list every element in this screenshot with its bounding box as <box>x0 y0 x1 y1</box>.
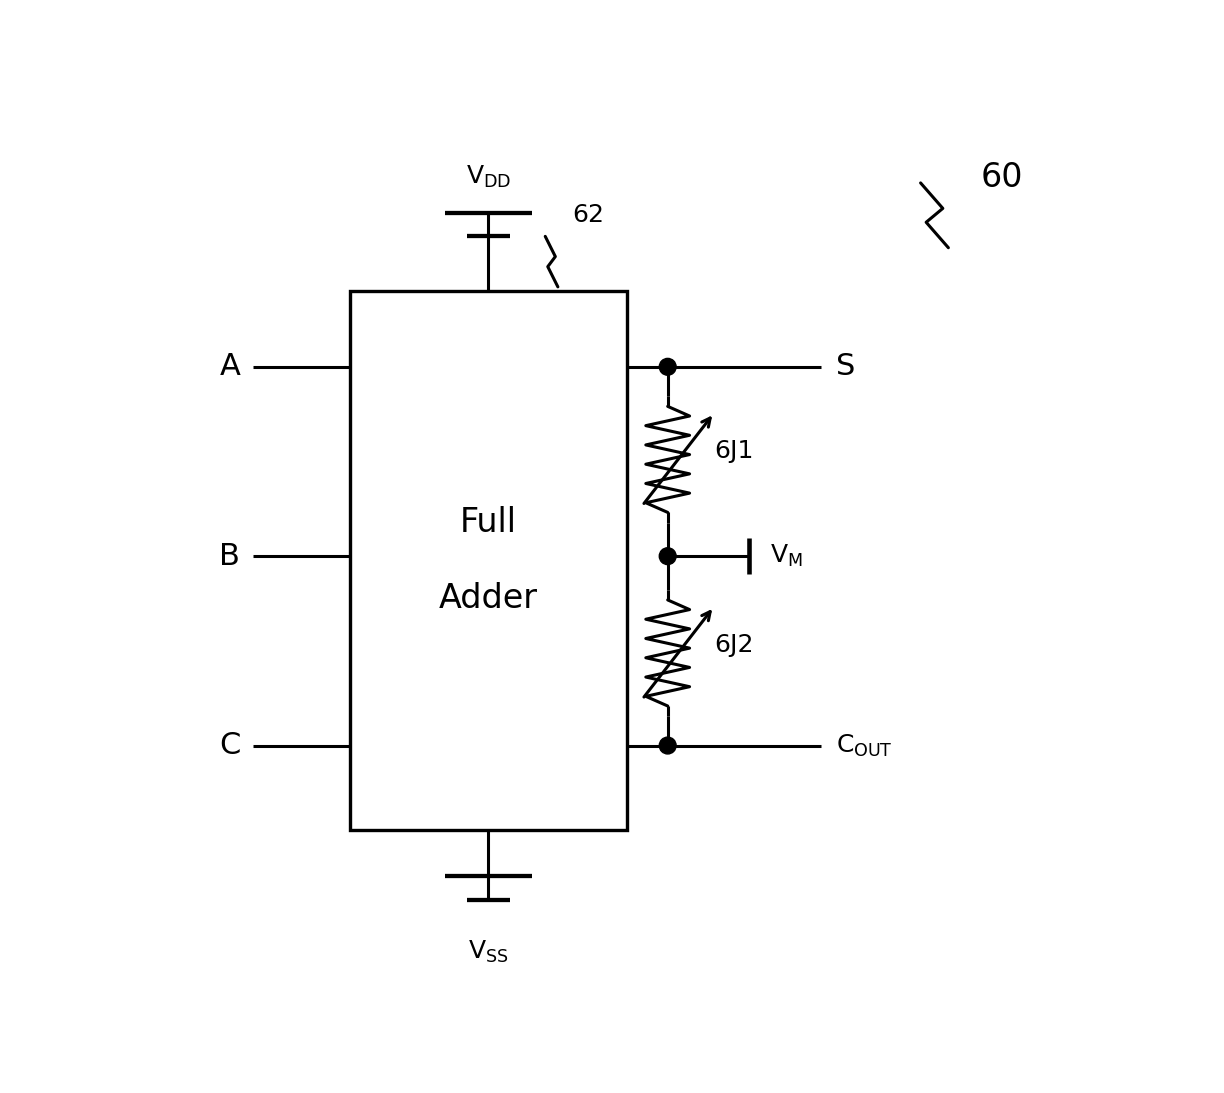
Text: $\mathregular{C_{OUT}}$: $\mathregular{C_{OUT}}$ <box>836 732 892 759</box>
Circle shape <box>660 548 676 565</box>
Text: C: C <box>219 731 240 760</box>
Text: Full: Full <box>460 506 517 539</box>
Circle shape <box>660 737 676 754</box>
Text: 6J2: 6J2 <box>714 633 754 657</box>
Text: A: A <box>219 352 240 381</box>
Text: S: S <box>836 352 856 381</box>
Text: Adder: Adder <box>439 581 537 614</box>
Text: $\mathregular{V_{DD}}$: $\mathregular{V_{DD}}$ <box>466 164 512 190</box>
Bar <box>350 291 627 830</box>
Text: 6J1: 6J1 <box>714 439 753 463</box>
Text: 60: 60 <box>980 161 1023 193</box>
Text: B: B <box>219 542 240 571</box>
Circle shape <box>660 359 676 375</box>
Text: $\mathregular{V_{SS}}$: $\mathregular{V_{SS}}$ <box>468 939 509 965</box>
Text: 62: 62 <box>573 203 605 227</box>
Text: $\mathregular{V_M}$: $\mathregular{V_M}$ <box>770 543 803 569</box>
